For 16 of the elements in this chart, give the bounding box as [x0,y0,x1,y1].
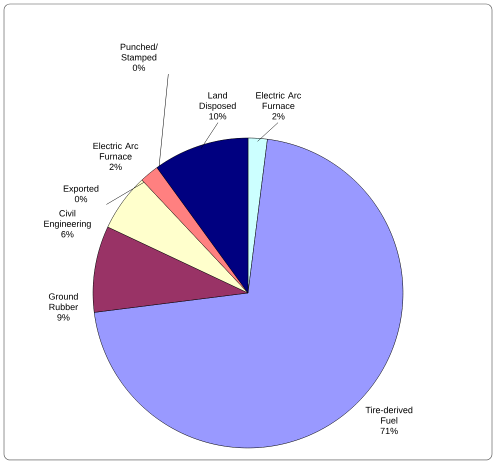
data-label: 6% [61,231,74,238]
slice-label: Electric Arc Furnace [256,92,302,110]
slice-label: Civil Engineering [44,210,91,229]
text: 0% [132,64,146,71]
slice-label: Ground Rubber [48,293,78,310]
slice-label: Electric Arc Furnace [93,142,138,160]
category-label: Punched/ Stamped [120,43,158,62]
text: 0% [74,196,88,202]
slice-label: Tire-derived Fuel [366,406,412,424]
data-label: 10% [209,113,226,120]
data-label: 71% [380,428,398,434]
data-label: 2% [110,164,122,170]
data-label: 2% [272,113,285,120]
slice-label: Land Disposed [200,92,236,111]
category-label: Exported [64,185,98,194]
data-label: 9% [57,314,70,321]
